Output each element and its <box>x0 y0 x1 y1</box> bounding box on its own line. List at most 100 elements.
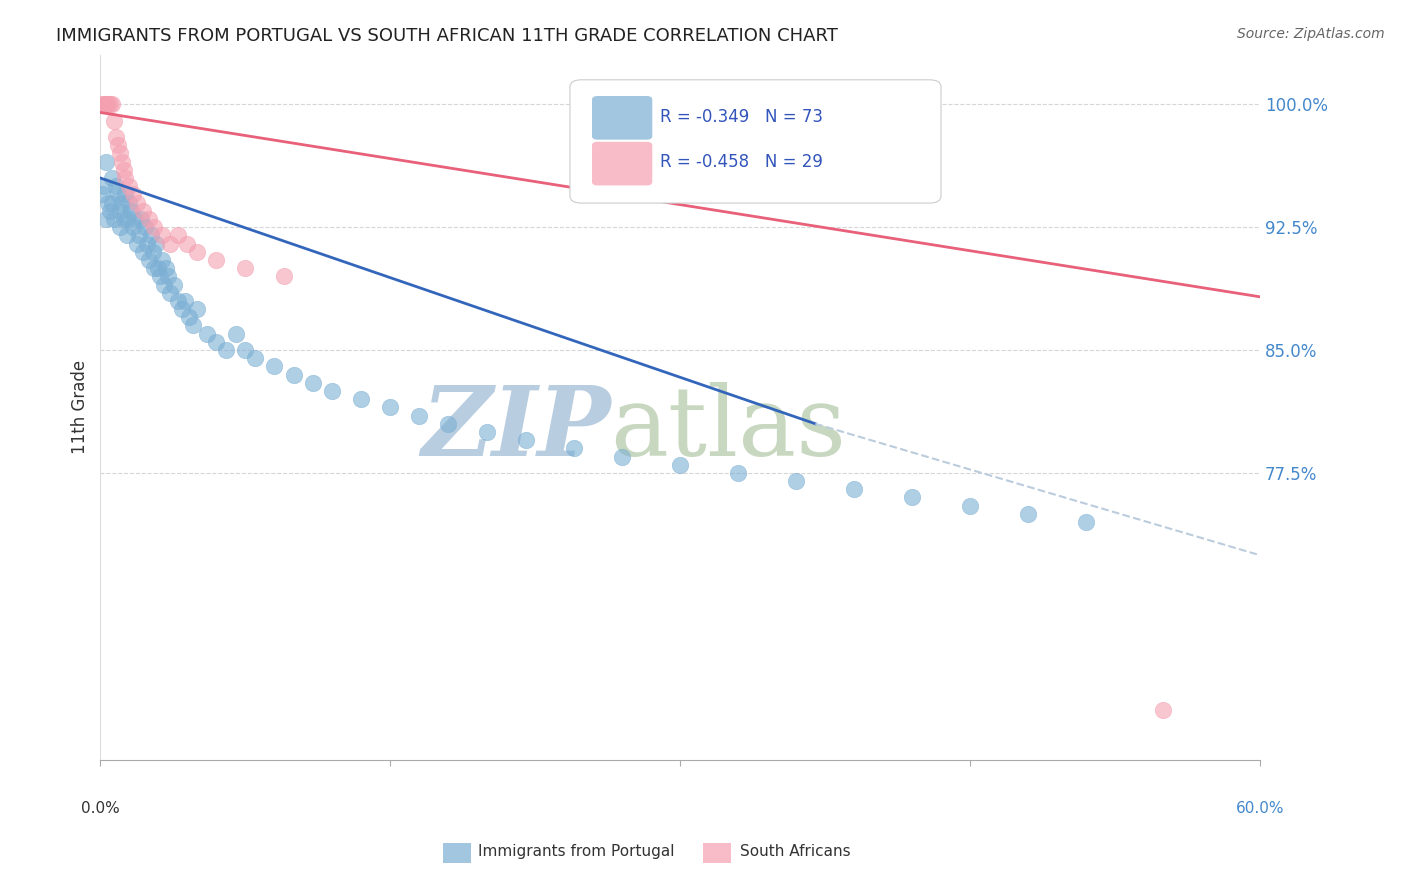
Point <box>112 162 135 177</box>
Point <box>107 187 129 202</box>
Point <box>176 236 198 251</box>
Point <box>103 211 125 226</box>
Point <box>159 285 181 300</box>
Point <box>515 433 537 447</box>
Point <box>134 220 156 235</box>
Point <box>103 113 125 128</box>
Point <box>174 293 197 308</box>
Point <box>156 269 179 284</box>
Text: IMMIGRANTS FROM PORTUGAL VS SOUTH AFRICAN 11TH GRADE CORRELATION CHART: IMMIGRANTS FROM PORTUGAL VS SOUTH AFRICA… <box>56 27 838 45</box>
Point <box>186 302 208 317</box>
Point <box>263 359 285 374</box>
Point <box>170 302 193 317</box>
Point <box>842 483 865 497</box>
Point <box>205 252 228 267</box>
Point <box>273 269 295 284</box>
Point <box>215 343 238 357</box>
Point <box>97 97 120 112</box>
Point <box>139 228 162 243</box>
Point <box>321 384 343 398</box>
Y-axis label: 11th Grade: 11th Grade <box>72 360 89 454</box>
Text: ZIP: ZIP <box>420 382 610 475</box>
Point <box>1074 515 1097 529</box>
Point <box>91 187 114 202</box>
Point <box>205 334 228 349</box>
Point <box>225 326 247 341</box>
Point <box>124 211 146 226</box>
Point <box>475 425 498 439</box>
Point <box>120 203 142 218</box>
FancyBboxPatch shape <box>569 79 941 203</box>
Point <box>186 244 208 259</box>
Point <box>114 187 136 202</box>
Point <box>785 474 807 488</box>
Point <box>233 261 256 276</box>
Point <box>437 417 460 431</box>
Point <box>108 203 131 218</box>
Point <box>408 409 430 423</box>
Point <box>959 499 981 513</box>
Point <box>110 195 132 210</box>
Point <box>155 261 177 276</box>
Point <box>138 252 160 267</box>
Text: Immigrants from Portugal: Immigrants from Portugal <box>478 845 675 859</box>
FancyBboxPatch shape <box>592 142 652 186</box>
Point <box>129 211 152 226</box>
Text: R = -0.349   N = 73: R = -0.349 N = 73 <box>661 108 824 126</box>
Point <box>233 343 256 357</box>
Point <box>132 244 155 259</box>
Point <box>145 236 167 251</box>
Point <box>283 368 305 382</box>
Point <box>112 211 135 226</box>
Point <box>93 179 115 194</box>
Point <box>114 171 136 186</box>
Point <box>380 401 402 415</box>
Point <box>101 97 124 112</box>
Point <box>302 376 325 390</box>
Point <box>150 228 173 243</box>
Point <box>118 179 141 194</box>
Point <box>117 211 139 226</box>
Point <box>128 228 150 243</box>
Point <box>1152 703 1174 717</box>
Point <box>110 154 132 169</box>
Text: 60.0%: 60.0% <box>1236 801 1284 815</box>
Point <box>125 195 148 210</box>
Text: atlas: atlas <box>610 382 846 475</box>
Point <box>118 195 141 210</box>
Point <box>132 203 155 218</box>
Point <box>1017 507 1039 521</box>
Point <box>101 171 124 186</box>
Point <box>94 97 117 112</box>
Point <box>91 97 114 112</box>
Point <box>179 310 201 325</box>
Point <box>143 261 166 276</box>
Point <box>181 318 204 333</box>
Point <box>97 195 120 210</box>
Point <box>104 179 127 194</box>
Point <box>350 392 373 407</box>
Point <box>122 220 145 235</box>
Point <box>669 458 692 472</box>
Point <box>138 211 160 226</box>
Point <box>98 97 121 112</box>
Point <box>150 252 173 267</box>
Text: South Africans: South Africans <box>740 845 851 859</box>
Point <box>195 326 218 341</box>
Point <box>98 203 121 218</box>
FancyBboxPatch shape <box>592 96 652 140</box>
Point <box>108 220 131 235</box>
Point <box>166 228 188 243</box>
Point <box>901 491 924 505</box>
Point <box>125 236 148 251</box>
Point <box>153 277 176 292</box>
Point <box>149 269 172 284</box>
Point <box>122 187 145 202</box>
Text: 0.0%: 0.0% <box>82 801 120 815</box>
Point <box>159 236 181 251</box>
Text: R = -0.458   N = 29: R = -0.458 N = 29 <box>661 153 824 171</box>
Point <box>163 277 186 292</box>
Point <box>94 97 117 112</box>
Point <box>143 220 166 235</box>
Text: Source: ZipAtlas.com: Source: ZipAtlas.com <box>1237 27 1385 41</box>
